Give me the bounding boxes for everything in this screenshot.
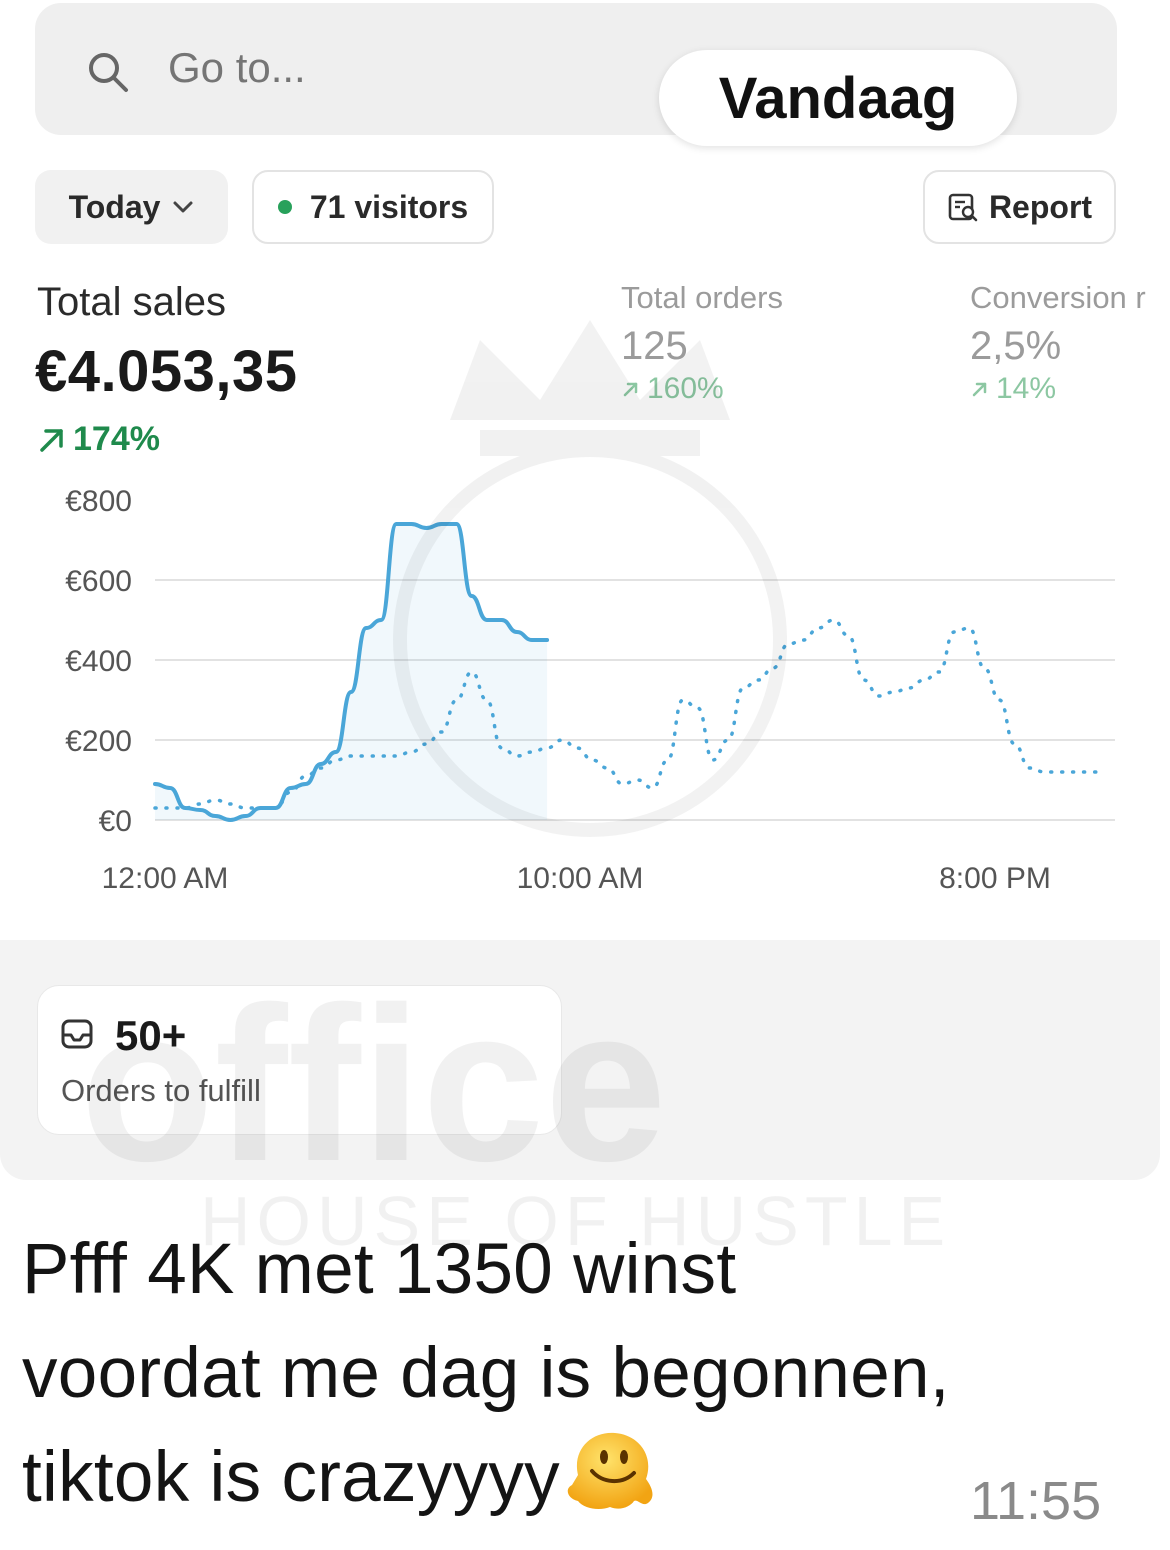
total-sales-value: €4.053,35: [35, 339, 298, 404]
orders-to-fulfill-label: Orders to fulfill: [61, 1073, 261, 1108]
message-line-3-row: tiktok is crazyyyy: [22, 1426, 1142, 1530]
search-icon: [89, 53, 128, 92]
y-tick-label: €600: [65, 565, 132, 598]
y-tick-label: €200: [65, 725, 132, 758]
y-tick-label: €0: [99, 805, 132, 838]
arrow-up-right-icon: [623, 382, 638, 397]
x-tick-label: 8:00 PM: [939, 862, 1051, 895]
series-line-comparison: [153, 618, 1107, 810]
total-sales-label: Total sales: [37, 280, 226, 324]
inbox-icon: [61, 1019, 93, 1049]
y-tick-label: €800: [65, 485, 132, 518]
arrow-up-right-icon: [972, 382, 987, 397]
orders-to-fulfill-count: 50+: [115, 1012, 187, 1059]
conversion-change-value: 14%: [996, 372, 1057, 405]
y-tick-label: €400: [65, 645, 132, 678]
x-tick-label: 10:00 AM: [517, 862, 644, 895]
search-input[interactable]: [168, 44, 628, 92]
x-tick-label: 12:00 AM: [102, 862, 229, 895]
orders-to-fulfill-card[interactable]: [37, 985, 562, 1135]
sales-chart[interactable]: €800 €600 €400 €200 €0 12:00 AM 10:00 AM 8:00 P…: [0, 470, 1170, 910]
date-chip: Vandaag: [659, 50, 1017, 146]
chevron-down-icon: [173, 201, 193, 213]
arrow-up-right-icon: [40, 428, 63, 452]
total-orders-label: Total orders: [621, 280, 783, 315]
report-icon: [948, 193, 978, 222]
report-button[interactable]: Report: [923, 170, 1116, 244]
visitors-label: 71 visitors: [309, 188, 469, 225]
period-label: Today: [68, 188, 161, 225]
total-sales-change: 174%: [37, 420, 160, 459]
message-timestamp: 11:55: [970, 1471, 1102, 1531]
message-line-2: voordat me dag is begonnen,: [22, 1334, 950, 1413]
period-dropdown[interactable]: Today: [35, 170, 228, 244]
total-orders-value: 125: [621, 324, 688, 368]
total-orders-change: 160%: [621, 372, 724, 406]
melting-face-icon: [567, 1432, 653, 1509]
conversion-value: 2,5%: [970, 324, 1062, 368]
total-sales-change-value: 174%: [73, 420, 160, 458]
message-text: Pfff 4K met 1350 winst voordat me dag is…: [22, 1218, 1142, 1530]
message-line-3: tiktok is crazyyyy: [22, 1438, 560, 1517]
total-orders-change-value: 160%: [647, 372, 724, 405]
report-label: Report: [988, 188, 1093, 225]
conversion-change: 14%: [970, 372, 1056, 406]
series-line-today: [153, 522, 550, 822]
series-area-today: [155, 524, 548, 820]
live-dot-icon: [277, 200, 292, 214]
visitors-chip[interactable]: 71 visitors: [252, 170, 494, 244]
conversion-label: Conversion r: [970, 280, 1146, 315]
message-line-1: Pfff 4K met 1350 winst: [22, 1230, 737, 1309]
